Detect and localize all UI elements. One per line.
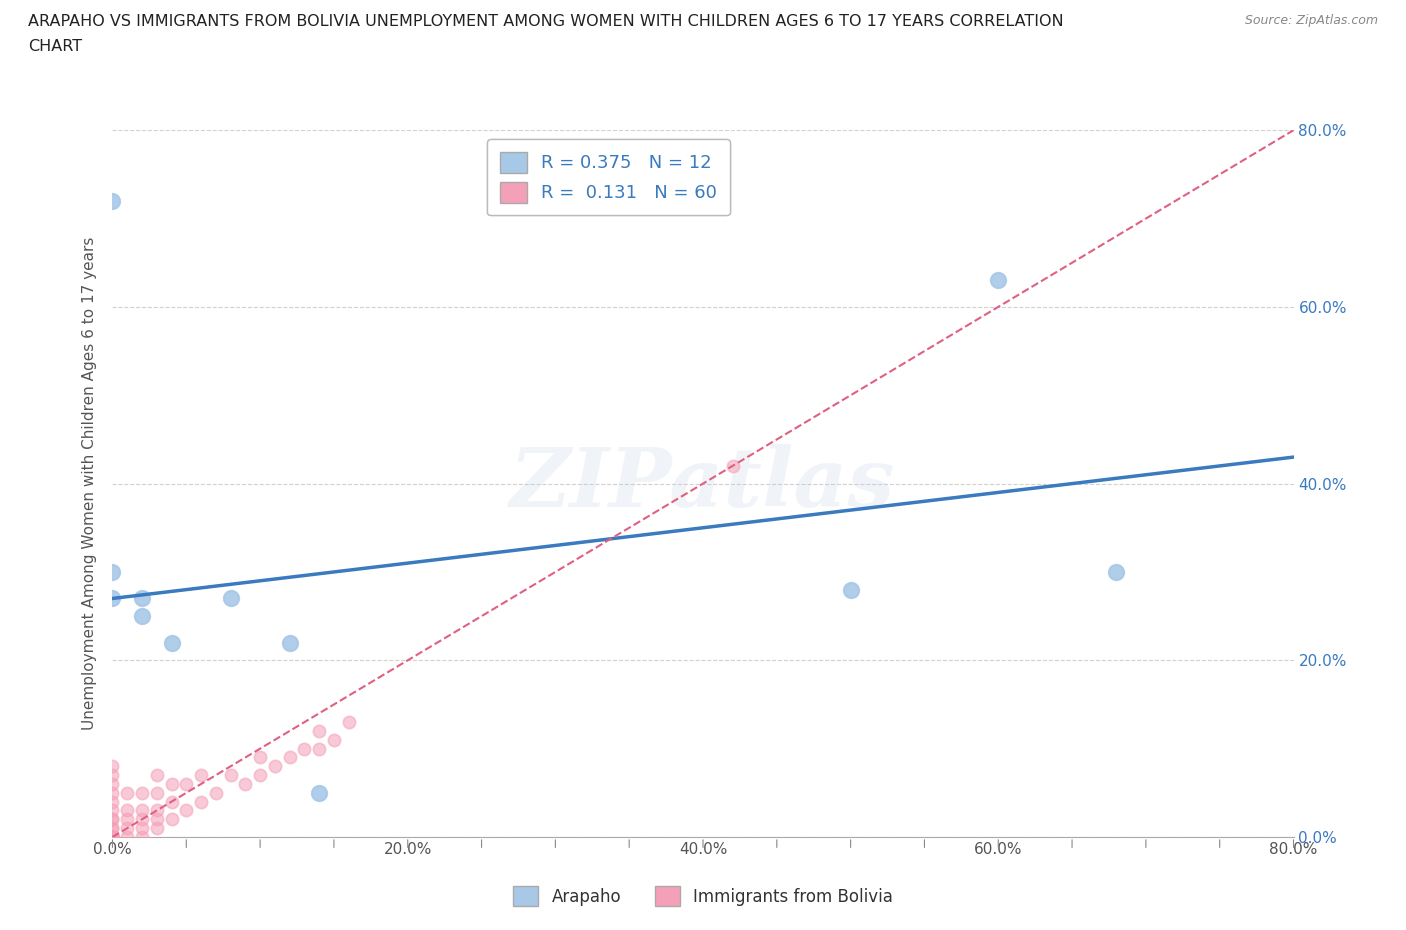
Point — [160, 812, 183, 827]
Point — [101, 830, 124, 844]
Point — [160, 777, 183, 791]
Point — [146, 768, 169, 783]
Point — [101, 768, 124, 783]
Point — [308, 724, 330, 738]
Point — [205, 785, 228, 800]
Point — [101, 830, 124, 844]
Point — [117, 821, 138, 836]
Point — [101, 777, 124, 791]
Point — [174, 777, 197, 791]
Point — [101, 591, 124, 606]
Point — [160, 635, 183, 650]
Point — [987, 273, 1010, 288]
Point — [308, 785, 330, 800]
Point — [308, 741, 330, 756]
Point — [101, 830, 124, 844]
Point — [101, 830, 124, 844]
Point — [101, 193, 124, 208]
Point — [146, 785, 169, 800]
Y-axis label: Unemployment Among Women with Children Ages 6 to 17 years: Unemployment Among Women with Children A… — [82, 237, 97, 730]
Point — [117, 812, 138, 827]
Point — [249, 750, 271, 764]
Point — [337, 714, 360, 729]
Point — [131, 830, 153, 844]
Text: Source: ZipAtlas.com: Source: ZipAtlas.com — [1244, 14, 1378, 27]
Point — [101, 830, 124, 844]
Point — [131, 821, 153, 836]
Point — [131, 804, 153, 818]
Point — [323, 733, 346, 748]
Text: ZIPatlas: ZIPatlas — [510, 444, 896, 524]
Point — [101, 830, 124, 844]
Point — [264, 759, 287, 774]
Point — [146, 804, 169, 818]
Point — [160, 794, 183, 809]
Text: CHART: CHART — [28, 39, 82, 54]
Point — [101, 794, 124, 809]
Point — [131, 591, 153, 606]
Point — [101, 785, 124, 800]
Point — [101, 830, 124, 844]
Point — [292, 741, 315, 756]
Point — [101, 830, 124, 844]
Point — [101, 812, 124, 827]
Point — [117, 830, 138, 844]
Point — [146, 821, 169, 836]
Point — [101, 830, 124, 844]
Point — [101, 565, 124, 579]
Point — [131, 812, 153, 827]
Point — [190, 768, 212, 783]
Point — [117, 804, 138, 818]
Point — [117, 785, 138, 800]
Point — [101, 830, 124, 844]
Point — [101, 812, 124, 827]
Point — [219, 591, 242, 606]
Point — [101, 830, 124, 844]
Point — [146, 812, 169, 827]
Point — [131, 785, 153, 800]
Text: ARAPAHO VS IMMIGRANTS FROM BOLIVIA UNEMPLOYMENT AMONG WOMEN WITH CHILDREN AGES 6: ARAPAHO VS IMMIGRANTS FROM BOLIVIA UNEMP… — [28, 14, 1064, 29]
Point — [278, 750, 301, 764]
Point — [101, 830, 124, 844]
Point — [174, 804, 197, 818]
Point — [101, 759, 124, 774]
Point — [101, 830, 124, 844]
Legend: Arapaho, Immigrants from Bolivia: Arapaho, Immigrants from Bolivia — [506, 880, 900, 912]
Point — [233, 777, 256, 791]
Point — [101, 830, 124, 844]
Point — [721, 458, 744, 473]
Point — [249, 768, 271, 783]
Legend: R = 0.375   N = 12, R =  0.131   N = 60: R = 0.375 N = 12, R = 0.131 N = 60 — [486, 140, 730, 215]
Point — [1105, 565, 1128, 579]
Point — [190, 794, 212, 809]
Point — [278, 635, 301, 650]
Point — [101, 821, 124, 836]
Point — [101, 821, 124, 836]
Point — [101, 830, 124, 844]
Point — [131, 609, 153, 624]
Point — [839, 582, 862, 597]
Point — [219, 768, 242, 783]
Point — [101, 804, 124, 818]
